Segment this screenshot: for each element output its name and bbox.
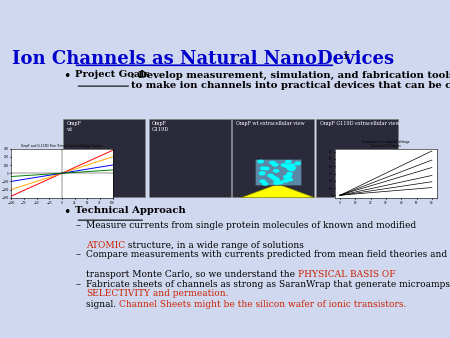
Text: •: • <box>63 71 71 83</box>
Text: OmpF
G119D: OmpF G119D <box>152 121 169 132</box>
Text: ATOMIC: ATOMIC <box>86 241 125 250</box>
Text: Fabricate sheets of channels as strong as SaranWrap that generate microamps of: Fabricate sheets of channels as strong a… <box>86 280 450 289</box>
Text: –: – <box>76 221 81 231</box>
Circle shape <box>268 174 273 177</box>
Circle shape <box>284 165 289 167</box>
FancyBboxPatch shape <box>148 119 230 197</box>
Text: PHYSICAL BASIS OF: PHYSICAL BASIS OF <box>298 270 396 279</box>
Circle shape <box>286 165 292 167</box>
Circle shape <box>278 181 283 184</box>
Circle shape <box>258 160 263 163</box>
Text: Channel Sheets might be the silicon wafer of ionic transistors.: Channel Sheets might be the silicon wafe… <box>119 299 406 309</box>
Circle shape <box>273 164 278 166</box>
Circle shape <box>274 178 279 181</box>
Text: Technical Approach: Technical Approach <box>76 206 186 215</box>
Circle shape <box>287 178 292 181</box>
Circle shape <box>290 167 296 169</box>
Text: Ion Channels as Natural NanoDevices: Ion Channels as Natural NanoDevices <box>12 50 394 68</box>
Text: •: • <box>63 206 71 219</box>
FancyBboxPatch shape <box>232 119 314 197</box>
Circle shape <box>260 172 265 174</box>
Polygon shape <box>241 184 315 198</box>
Circle shape <box>264 167 269 170</box>
Text: and permeation.: and permeation. <box>150 289 229 298</box>
Text: Compare measurements with currents predicted from mean field theories and: Compare measurements with currents predi… <box>86 250 447 259</box>
Circle shape <box>270 176 276 178</box>
Circle shape <box>274 170 279 172</box>
Circle shape <box>288 167 292 170</box>
Title: Dependence vs Applied Voltage
Channel G-V Curves: Dependence vs Applied Voltage Channel G-… <box>362 140 410 148</box>
Circle shape <box>274 182 279 184</box>
Text: : Develop measurement, simulation, and fabrication tools needed
to make ion chan: : Develop measurement, simulation, and f… <box>131 71 450 90</box>
Circle shape <box>295 162 301 165</box>
Circle shape <box>289 168 294 171</box>
Text: Project Goals: Project Goals <box>76 71 150 79</box>
Text: SELECTIVITY: SELECTIVITY <box>86 289 150 298</box>
Text: signal.: signal. <box>86 299 119 309</box>
Circle shape <box>260 180 265 183</box>
Text: OmpF G119D extracellular view: OmpF G119D extracellular view <box>320 121 399 126</box>
Circle shape <box>281 164 287 166</box>
Circle shape <box>287 173 292 175</box>
Text: –: – <box>76 280 81 289</box>
Circle shape <box>261 167 266 169</box>
Text: OmpF wt extracellular view: OmpF wt extracellular view <box>236 121 305 126</box>
Circle shape <box>262 183 268 185</box>
Circle shape <box>286 161 291 163</box>
FancyBboxPatch shape <box>63 119 145 197</box>
FancyBboxPatch shape <box>316 119 398 197</box>
Circle shape <box>286 175 292 177</box>
Circle shape <box>270 162 275 164</box>
Text: transport Monte Carlo, so we understand the: transport Monte Carlo, so we understand … <box>86 270 298 279</box>
Circle shape <box>283 179 288 182</box>
Title: OmpF and G-119D Pore Trimer Current Voltage Curves: OmpF and G-119D Pore Trimer Current Volt… <box>21 144 103 148</box>
Bar <box>255 159 301 186</box>
Text: –: – <box>76 250 81 259</box>
Text: Measure currents from single protein molecules of known and modified: Measure currents from single protein mol… <box>86 221 416 231</box>
Circle shape <box>289 164 295 167</box>
Text: OmpF
wt: OmpF wt <box>67 121 81 132</box>
Text: 1: 1 <box>339 51 349 61</box>
Circle shape <box>260 172 265 175</box>
Text: structure, in a wide range of solutions: structure, in a wide range of solutions <box>125 241 304 250</box>
Circle shape <box>284 175 289 178</box>
Circle shape <box>273 177 278 180</box>
